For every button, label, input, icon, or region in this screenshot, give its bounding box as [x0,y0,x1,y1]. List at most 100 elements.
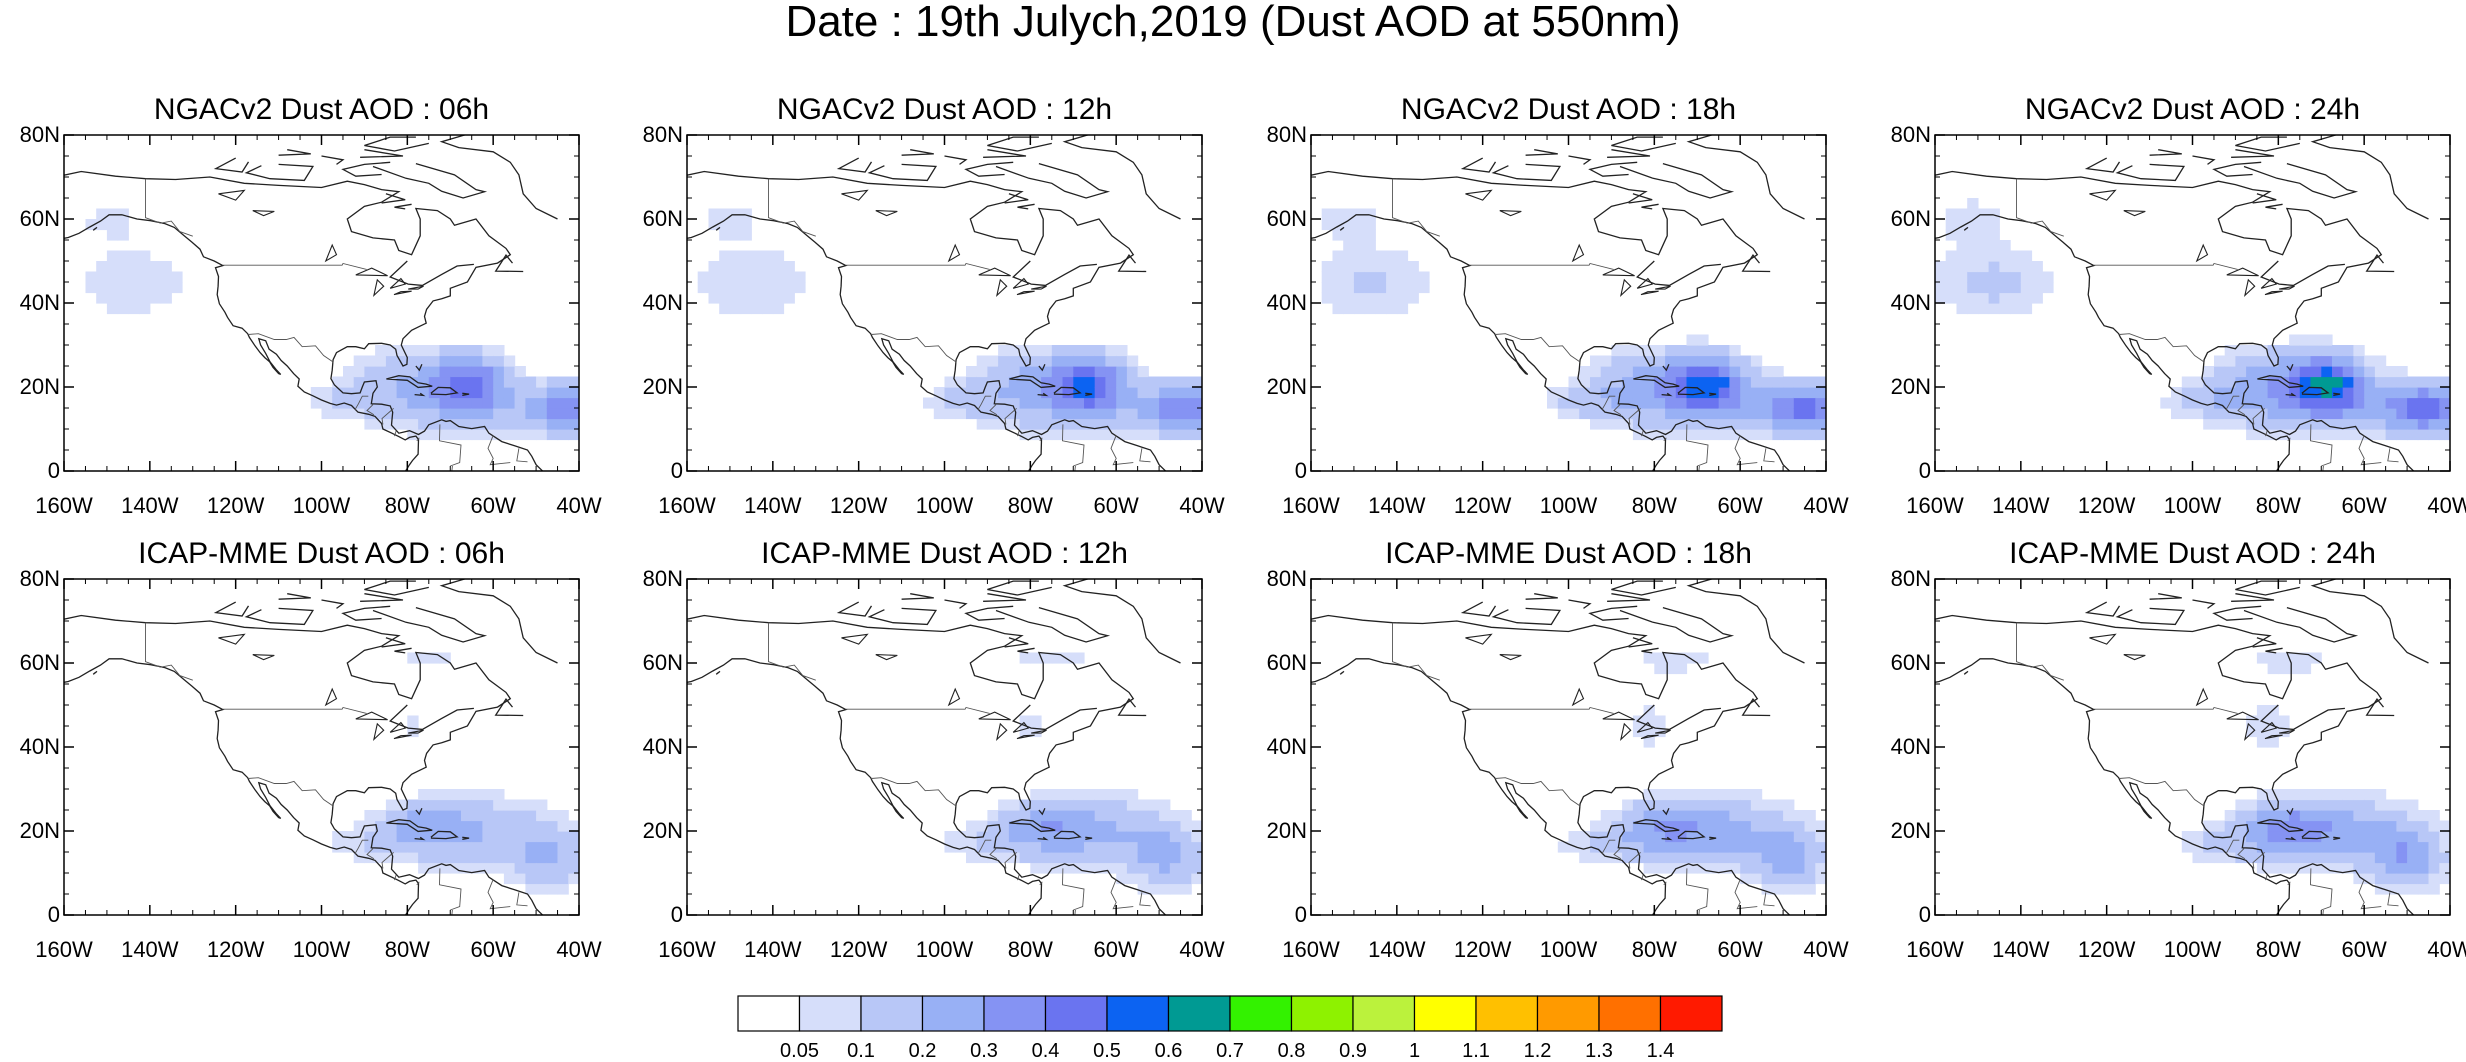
map-plot [1310,134,1827,472]
aod-cell [2439,831,2450,843]
coastline [1935,614,2415,915]
aod-cell [2342,820,2354,832]
aod-cell [503,418,516,430]
aod-cell [396,345,408,357]
aod-cell [1665,345,1677,357]
aod-cell [1094,429,1106,441]
aod-cell [1191,841,1202,853]
aod-cell [1148,429,1160,441]
aod-cell [1750,408,1763,420]
country-border [381,852,394,869]
aod-cell [2267,810,2279,822]
latitude-label: 60N [19,650,60,675]
aod-cell [482,789,494,801]
aod-cell [2299,376,2312,388]
coastline [2260,260,2345,287]
aod-cell [1148,841,1160,853]
aod-cell [2278,852,2290,864]
aod-cell [1729,799,1741,811]
aod-cell [2278,810,2290,822]
aod-cell [2299,799,2312,811]
lake-outline [252,210,275,217]
aod-cell [2181,408,2194,420]
longitude-label: 80W [1007,493,1053,518]
aod-cell [751,292,763,304]
aod-cell [471,852,483,864]
coastline [341,605,391,621]
aod-cell [428,355,441,367]
coastline [2192,155,2216,165]
aod-cell [1008,810,1021,822]
aod-cell [1008,376,1021,388]
aod-cell [1019,820,1031,832]
aod-cell [1084,820,1096,832]
aod-cell [1364,292,1376,304]
map-panel: ICAP-MME Dust AOD : 18h 80N 60N 40N 20N 0 160W… [1267,539,1849,961]
aod-cell [471,366,483,378]
coastline [1636,260,1721,287]
aod-cell [1815,852,1826,864]
aod-cell [1353,303,1366,315]
aod-cell [1675,376,1688,388]
aod-cell [353,376,365,388]
aod-cell [1084,810,1096,822]
aod-cell [1675,387,1688,399]
aod-cell [1579,831,1591,843]
figure-title: Date : 19th Julych,2019 (Dust AOD at 550… [785,0,1681,46]
aod-cell [503,397,516,409]
aod-cell [1169,873,1182,885]
aod-cell [418,387,430,399]
aod-cell [1353,250,1366,262]
aod-cell [557,429,569,441]
aod-cell [525,873,537,885]
aod-cell [2374,789,2387,801]
aod-cell [2407,852,2419,864]
aod-cell [536,883,548,895]
aod-cell [1708,418,1720,430]
aod-cell [1632,831,1645,843]
aod-cell [1105,862,1117,874]
coastline [1525,149,1558,156]
country-border [366,848,375,860]
aod-cell [2364,355,2376,367]
aod-cell [2031,261,2043,273]
coastline [964,605,1014,621]
aod-cell [96,271,108,283]
aod-cell [1062,397,1074,409]
aod-cell [2321,429,2333,441]
colorbar-label: 0.7 [1216,1040,1244,1062]
aod-cell [1740,366,1752,378]
aod-cell [1945,208,1957,220]
aod-cell [482,387,494,399]
aod-cell [1364,229,1376,241]
aod-cell [1643,408,1655,420]
aod-cell [1343,261,1355,273]
aod-cell [375,397,387,409]
aod-cell [1590,397,1602,409]
aod-cell [1761,366,1773,378]
coastline [1038,808,1046,816]
map-plot [63,134,580,472]
coastline [1460,157,1497,173]
aod-cell [1718,852,1730,864]
aod-cell [1084,345,1096,357]
aod-cell [1675,345,1688,357]
map-panel: ICAP-MME Dust AOD : 12h 80N 60N 40N 20N 0 160W… [643,539,1225,961]
aod-cell [1041,820,1053,832]
aod-cell [1137,831,1149,843]
aod-cell [1729,789,1741,801]
aod-cell [428,652,441,664]
aod-cell [1073,355,1085,367]
aod-cell [482,397,494,409]
coastline [1038,364,1046,372]
aod-cell [1137,408,1149,420]
aod-cell [719,208,731,220]
aod-cell [1590,418,1602,430]
coastline [1117,253,1147,273]
aod-cell [2428,873,2440,885]
aod-cell [1750,873,1763,885]
aod-cell [1622,397,1634,409]
aod-cell [2385,387,2397,399]
latitude-label: 20N [1266,374,1307,399]
aod-cell [2396,820,2408,832]
